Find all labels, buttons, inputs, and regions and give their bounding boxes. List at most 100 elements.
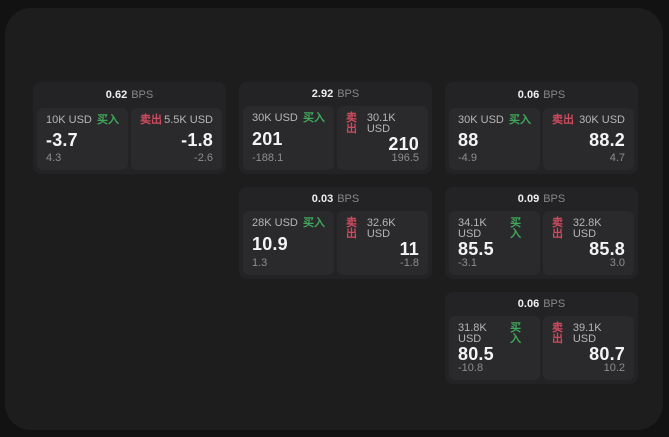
sell-pane-header: 卖出 30K USD xyxy=(552,115,625,126)
buy-amount: 30K USD xyxy=(252,112,298,124)
sell-quote-value: 80.7 xyxy=(589,344,625,364)
buy-amount: 28K USD xyxy=(252,217,298,229)
sell-sub-value: 4.7 xyxy=(609,152,625,164)
bps-value: 0.62 xyxy=(105,88,128,101)
sell-pane[interactable]: 卖出 39.1K USD 80.7 10.2 xyxy=(543,316,634,380)
quote-card: 0.06 BPS 30K USD 买入 88 -4.9 卖出 30K USD xyxy=(445,82,638,174)
card-header: 0.03 BPS xyxy=(239,187,432,209)
sell-pane[interactable]: 卖出 5.5K USD -1.8 -2.6 xyxy=(131,108,222,170)
buy-amount: 10K USD xyxy=(46,114,92,126)
card-body: 30K USD 买入 88 -4.9 卖出 30K USD 88.2 4.7 xyxy=(445,106,638,174)
buy-label: 买入 xyxy=(509,114,531,126)
sell-sub-value: -2.6 xyxy=(194,152,213,164)
card-body: 10K USD 买入 -3.7 4.3 卖出 5.5K USD -1.8 -2.… xyxy=(33,106,226,174)
sell-label: 卖出 xyxy=(346,112,357,135)
buy-pane[interactable]: 31.8K USD 买入 80.5 -10.8 xyxy=(449,316,540,380)
sell-label: 卖出 xyxy=(552,217,563,240)
sell-amount: 5.5K USD xyxy=(164,114,213,126)
buy-quote-value: -3.7 xyxy=(46,129,78,150)
card-header: 0.06 BPS xyxy=(445,82,638,106)
buy-label: 买入 xyxy=(510,217,522,240)
buy-pane-header: 34.1K USD 买入 xyxy=(458,218,531,240)
bps-unit-label: BPS xyxy=(131,88,154,101)
sell-quote-value: 85.8 xyxy=(589,239,625,259)
sell-pane[interactable]: 卖出 32.6K USD 11 -1.8 xyxy=(337,211,428,275)
buy-sub-value: 1.3 xyxy=(252,257,268,269)
sell-pane-header: 卖出 30.1K USD xyxy=(346,113,419,135)
buy-quote-value: 80.5 xyxy=(458,344,494,364)
buy-sub-value: 4.3 xyxy=(46,152,62,164)
sell-pane-header: 卖出 5.5K USD xyxy=(140,115,213,126)
sell-pane[interactable]: 卖出 32.8K USD 85.8 3.0 xyxy=(543,211,634,275)
sell-label: 卖出 xyxy=(140,114,162,126)
card-body: 30K USD 买入 201 -188.1 卖出 30.1K USD 210 1… xyxy=(239,104,432,174)
buy-pane[interactable]: 30K USD 买入 88 -4.9 xyxy=(449,108,540,170)
buy-amount: 30K USD xyxy=(458,114,504,126)
main-panel: 0.62 BPS 10K USD 买入 -3.7 4.3 卖出 5.5K USD xyxy=(5,8,663,430)
sell-amount: 39.1K USD xyxy=(572,322,602,345)
quote-card: 0.09 BPS 34.1K USD 买入 85.5 -3.1 卖出 32.8K… xyxy=(445,187,638,279)
card-header: 0.09 BPS xyxy=(445,187,638,209)
sell-pane[interactable]: 卖出 30.1K USD 210 196.5 xyxy=(337,106,428,170)
buy-quote-value: 201 xyxy=(252,128,283,149)
bps-value: 0.03 xyxy=(311,192,334,205)
sell-quote-value: 210 xyxy=(388,134,419,154)
card-header: 0.62 BPS xyxy=(33,82,226,106)
buy-quote-value: 85.5 xyxy=(458,239,494,259)
quote-card: 0.06 BPS 31.8K USD 买入 80.5 -10.8 卖出 39.1… xyxy=(445,292,638,384)
sell-sub-value: 3.0 xyxy=(609,257,625,269)
bps-unit-label: BPS xyxy=(543,297,566,310)
sell-pane-header: 卖出 39.1K USD xyxy=(552,323,625,345)
buy-pane-header: 30K USD 买入 xyxy=(252,113,325,124)
quote-card-grid: 0.62 BPS 10K USD 买入 -3.7 4.3 卖出 5.5K USD xyxy=(33,82,638,384)
buy-quote-value: 88 xyxy=(458,129,479,150)
quote-card: 0.03 BPS 28K USD 买入 10.9 1.3 卖出 32.6K US… xyxy=(239,187,432,279)
sell-pane[interactable]: 卖出 30K USD 88.2 4.7 xyxy=(543,108,634,170)
buy-sub-value: -3.1 xyxy=(458,257,477,269)
sell-quote-value: -1.8 xyxy=(181,129,213,150)
buy-sub-value: -4.9 xyxy=(458,152,477,164)
buy-pane[interactable]: 30K USD 买入 201 -188.1 xyxy=(243,106,334,170)
buy-label: 买入 xyxy=(510,322,522,345)
buy-quote-value: 10.9 xyxy=(252,233,288,254)
buy-label: 买入 xyxy=(97,114,119,126)
buy-label: 买入 xyxy=(303,112,325,124)
quote-card: 0.62 BPS 10K USD 买入 -3.7 4.3 卖出 5.5K USD xyxy=(33,82,226,174)
buy-sub-value: -10.8 xyxy=(458,362,484,374)
card-body: 31.8K USD 买入 80.5 -10.8 卖出 39.1K USD 80.… xyxy=(445,314,638,384)
card-body: 28K USD 买入 10.9 1.3 卖出 32.6K USD 11 -1.8 xyxy=(239,209,432,279)
sell-pane-header: 卖出 32.6K USD xyxy=(346,218,419,240)
buy-sub-value: -188.1 xyxy=(252,152,284,164)
sell-label: 卖出 xyxy=(552,114,574,126)
sell-amount: 30K USD xyxy=(579,114,625,126)
buy-pane[interactable]: 10K USD 买入 -3.7 4.3 xyxy=(37,108,128,170)
bps-value: 0.06 xyxy=(517,88,540,101)
buy-pane[interactable]: 34.1K USD 买入 85.5 -3.1 xyxy=(449,211,540,275)
bps-value: 0.09 xyxy=(517,192,540,205)
sell-amount: 30.1K USD xyxy=(366,112,396,135)
card-header: 2.92 BPS xyxy=(239,82,432,104)
buy-pane[interactable]: 28K USD 买入 10.9 1.3 xyxy=(243,211,334,275)
buy-pane-header: 10K USD 买入 xyxy=(46,115,119,126)
buy-pane-header: 28K USD 买入 xyxy=(252,218,325,229)
sell-quote-value: 11 xyxy=(399,239,419,259)
bps-unit-label: BPS xyxy=(337,87,360,100)
buy-amount: 34.1K USD xyxy=(458,217,487,240)
buy-pane-header: 30K USD 买入 xyxy=(458,115,531,126)
sell-label: 卖出 xyxy=(552,322,563,345)
bps-unit-label: BPS xyxy=(337,192,360,205)
sell-pane-header: 卖出 32.8K USD xyxy=(552,218,625,240)
bps-unit-label: BPS xyxy=(543,192,566,205)
bps-value: 2.92 xyxy=(311,87,334,100)
buy-pane-header: 31.8K USD 买入 xyxy=(458,323,531,345)
sell-sub-value: 10.2 xyxy=(603,362,625,374)
quote-card: 2.92 BPS 30K USD 买入 201 -188.1 卖出 30.1K … xyxy=(239,82,432,174)
sell-sub-value: -1.8 xyxy=(400,257,419,269)
sell-label: 卖出 xyxy=(346,217,357,240)
buy-amount: 31.8K USD xyxy=(458,322,487,345)
card-body: 34.1K USD 买入 85.5 -3.1 卖出 32.8K USD 85.8… xyxy=(445,209,638,279)
sell-amount: 32.6K USD xyxy=(366,217,396,240)
bps-value: 0.06 xyxy=(517,297,540,310)
sell-sub-value: 196.5 xyxy=(391,152,419,164)
sell-quote-value: 88.2 xyxy=(589,129,625,150)
